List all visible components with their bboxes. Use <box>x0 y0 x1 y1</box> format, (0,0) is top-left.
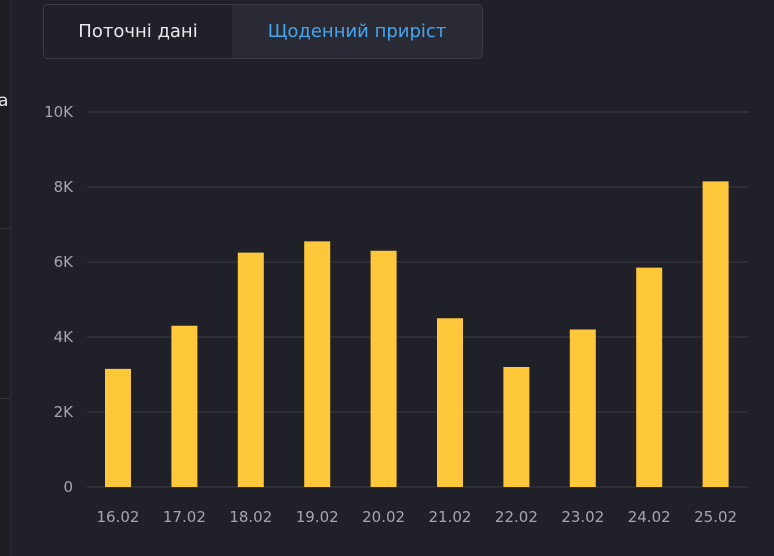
y-tick-label: 6K <box>54 253 75 271</box>
left-panel-text-fragment: а <box>0 91 9 111</box>
bar <box>437 318 463 487</box>
bar <box>370 250 397 487</box>
x-tick-label: 19.02 <box>296 508 339 526</box>
bar <box>105 368 131 487</box>
view-toggle: Поточні дані Щоденний приріст <box>43 4 483 59</box>
tab-daily-increase[interactable]: Щоденний приріст <box>232 5 482 58</box>
bar <box>702 181 729 487</box>
x-tick-label: 21.02 <box>429 508 472 526</box>
tab-current-data[interactable]: Поточні дані <box>44 5 232 58</box>
x-tick-label: 24.02 <box>628 508 671 526</box>
bar <box>237 252 264 487</box>
x-tick-label: 17.02 <box>163 508 206 526</box>
left-panel-divider <box>0 228 10 229</box>
bar <box>503 367 530 487</box>
y-tick-label: 8K <box>54 178 75 196</box>
left-panel-divider <box>0 398 10 399</box>
x-tick-label: 22.02 <box>495 508 538 526</box>
left-panel-edge: а <box>0 0 11 556</box>
x-tick-label: 25.02 <box>694 508 737 526</box>
y-tick-label: 4K <box>54 328 75 346</box>
y-tick-label: 10K <box>44 103 74 121</box>
x-tick-label: 18.02 <box>229 508 272 526</box>
bar <box>569 329 596 487</box>
x-tick-label: 16.02 <box>97 508 140 526</box>
x-tick-label: 20.02 <box>362 508 405 526</box>
bar <box>304 241 331 487</box>
y-tick-label: 2K <box>54 403 75 421</box>
bar <box>636 267 663 487</box>
x-tick-label: 23.02 <box>561 508 604 526</box>
bar <box>171 325 198 487</box>
y-tick-label: 0 <box>63 478 73 496</box>
